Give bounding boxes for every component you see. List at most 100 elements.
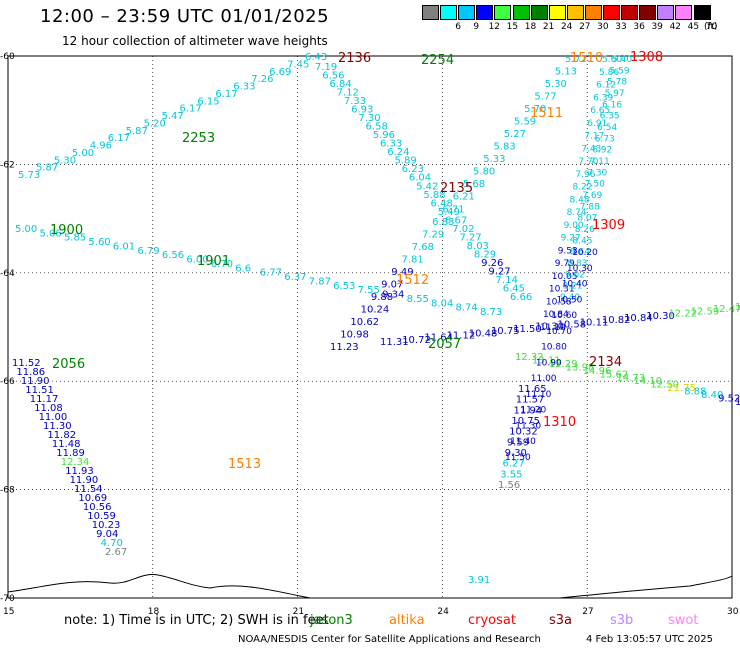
swath-value: 8.07 <box>577 214 597 224</box>
swath-value: 8.83 <box>567 259 587 269</box>
wave-height-value: 12.32 <box>515 352 544 363</box>
wave-height-value: 7.19 <box>315 62 337 73</box>
swath-value: 6.35 <box>600 112 620 122</box>
wave-height-value: 8.04 <box>431 298 453 309</box>
colorbar-swatch <box>693 5 711 20</box>
wave-height-value: 8.03 <box>467 241 489 252</box>
swath-value: 5.40 <box>612 55 632 65</box>
swath-value: 9.02 <box>565 270 585 280</box>
wave-height-value: 11.86 <box>16 367 45 378</box>
colorbar-swatch <box>548 5 566 20</box>
wave-height-value: 7.81 <box>402 254 424 265</box>
x-tick-label: 30 <box>727 607 739 617</box>
wave-height-value: 8.29 <box>474 249 496 260</box>
colorbar-swatch <box>440 5 458 20</box>
swath-value: 10.84 <box>543 310 569 320</box>
wave-height-value: 10.75 <box>511 416 540 427</box>
x-tick-label: 27 <box>582 607 593 617</box>
swath-value: 10.50 <box>557 295 583 305</box>
wave-height-value: 7.33 <box>344 96 366 107</box>
y-tick-label: -60 <box>0 52 15 62</box>
coastline <box>559 575 733 599</box>
wave-height-value: 8.55 <box>407 294 429 305</box>
colorbar-swatch <box>657 5 675 20</box>
swath-value: 6.16 <box>602 100 622 110</box>
wave-height-value: 6.67 <box>445 215 467 226</box>
wave-height-value: 5.88 <box>423 190 445 201</box>
wave-height-value: 5.47 <box>162 111 184 122</box>
swath-value: 6.12 <box>596 81 616 91</box>
wave-height-value: 6.33 <box>380 139 402 150</box>
wave-height-value: 5.13 <box>555 67 577 78</box>
wave-height-value: 11.93 <box>65 466 94 477</box>
y-tick-label: -62 <box>0 160 15 170</box>
swath-value: 9.00 <box>564 221 584 231</box>
wave-height-value: 6.17 <box>179 104 201 115</box>
wave-height-value: 6.71 <box>442 204 464 215</box>
wave-height-value: 9.26 <box>481 258 503 269</box>
footer-timestamp: 4 Feb 13:05:57 UTC 2025 <box>586 634 713 645</box>
pass-time-label: 2056 <box>52 357 85 372</box>
wave-height-value: 11.08 <box>34 403 63 414</box>
wave-height-value: 6.53 <box>333 281 355 292</box>
wave-height-value: 10.23 <box>92 520 121 531</box>
wave-height-value: 11.89 <box>56 448 85 459</box>
swath-value: 9.40 <box>560 293 580 303</box>
wave-height-value: 10.59 <box>87 511 116 522</box>
wave-height-value: 8.74 <box>456 303 478 314</box>
pass-time-label: 1900 <box>50 223 83 238</box>
wave-height-value: 9.59 <box>507 437 529 448</box>
wave-height-value: 5.83 <box>493 142 515 153</box>
satellite-legend-item: cryosat <box>468 613 516 628</box>
wave-height-value: 12.34 <box>61 457 90 468</box>
swath-value: 10.40 <box>562 280 588 290</box>
wave-height-value: 5.27 <box>504 129 526 140</box>
swath-value: 10.90 <box>536 358 562 368</box>
wave-height-value: 11.52 <box>12 358 41 369</box>
swath-value: 6.73 <box>595 134 615 144</box>
wave-height-value: 10.69 <box>78 493 107 504</box>
wave-height-value: 5.30 <box>54 155 76 166</box>
wave-height-value: 5.68 <box>463 179 485 190</box>
wave-height-value: 11.50 <box>513 324 542 335</box>
pass-time-label: 1309 <box>592 218 625 233</box>
wave-height-value: 14.10 <box>633 376 662 387</box>
colorbar-label: 21 <box>542 22 555 32</box>
swath-value: 5.78 <box>607 78 627 88</box>
swath-value: 7.43 <box>581 144 601 154</box>
swath-value: 10.58 <box>546 297 572 307</box>
wave-height-value: 7.02 <box>452 224 474 235</box>
colorbar-label: 33 <box>615 22 627 32</box>
wave-height-value: 9.52 <box>718 394 740 405</box>
wave-height-value: 8.73 <box>480 307 502 318</box>
swath-value: 6.65 <box>590 106 610 116</box>
wave-height-value: 9.88 <box>371 292 393 303</box>
colorbar-unit: (ft) <box>704 22 718 32</box>
wave-height-value: 9.27 <box>488 266 510 277</box>
wave-height-value: 10.2 <box>735 397 740 408</box>
wave-height-value: 6.77 <box>260 268 282 279</box>
swath-value: 11.30 <box>515 421 541 431</box>
pass-time-label: 1511 <box>530 106 563 121</box>
y-tick-label: -70 <box>0 594 15 604</box>
colorbar-label: 39 <box>651 22 663 32</box>
wave-height-value: 6.56 <box>162 250 184 261</box>
pass-time-label: 2136 <box>338 51 371 66</box>
pass-time-label: 1513 <box>228 457 261 472</box>
wave-height-value: 9.30 <box>505 448 527 459</box>
wave-height-value: 7.87 <box>309 276 331 287</box>
wave-height-value: 14.96 <box>583 366 612 377</box>
colorbar-label: 36 <box>633 22 645 32</box>
wave-height-value: 3.91 <box>468 575 490 586</box>
wave-height-value: 11.12 <box>447 330 476 341</box>
wave-height-value: 6.48 <box>431 198 453 209</box>
colorbar-swatch <box>584 5 602 20</box>
wave-height-value: 11.17 <box>30 394 59 405</box>
wave-height-value: 10.48 <box>469 328 498 339</box>
colorbar-swatch <box>512 5 530 20</box>
swath-value: 10.20 <box>572 248 598 258</box>
swath-value: 10.80 <box>541 343 567 353</box>
colorbar-label: 6 <box>455 22 461 32</box>
